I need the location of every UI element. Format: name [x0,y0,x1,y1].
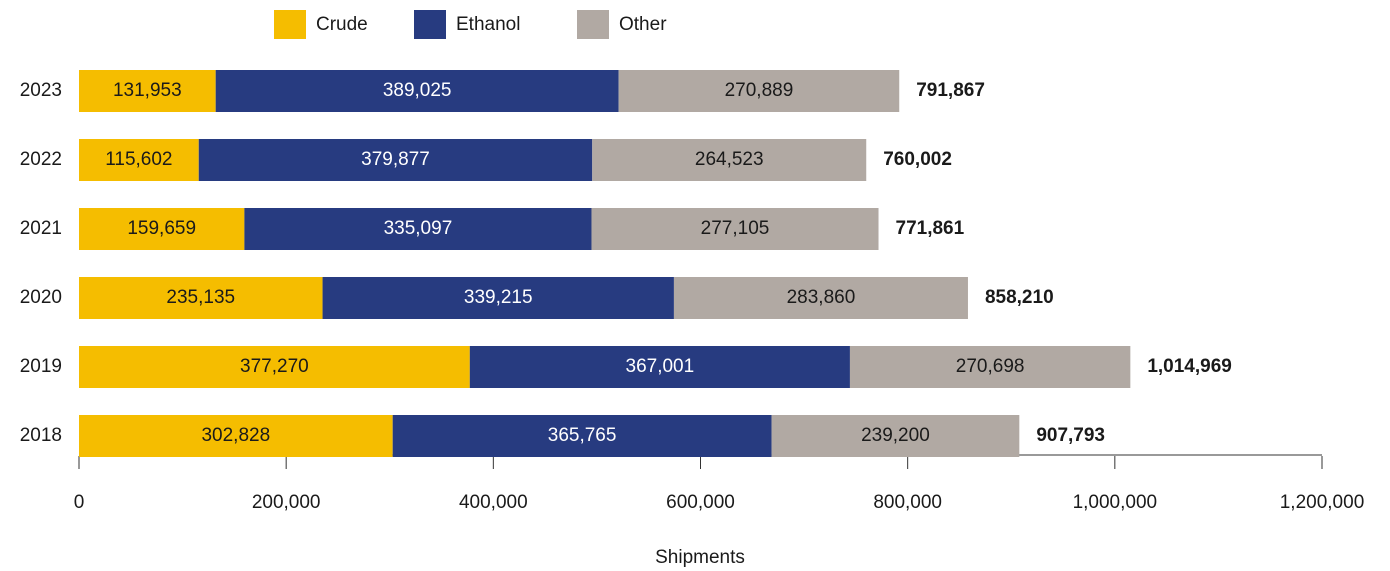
total-label: 791,867 [916,80,985,101]
x-tick-label: 600,000 [666,492,735,513]
bar-segment [79,346,470,388]
total-label: 1,014,969 [1147,356,1232,377]
bar-segment [673,277,968,319]
bar-segment [591,208,879,250]
y-tick-label: 2021 [20,218,62,239]
x-tick-label: 0 [74,492,85,513]
total-label: 858,210 [985,287,1054,308]
x-tick-label: 1,200,000 [1280,492,1365,513]
bar-segment [79,70,216,112]
legend-swatch [577,10,609,39]
bar-value-label: 389,025 [383,80,452,101]
bar-segment [618,70,900,112]
bar-segment [79,208,245,250]
y-tick-label: 2020 [20,287,62,308]
bar-segment [392,415,772,457]
bar-value-label: 335,097 [384,218,453,239]
y-tick-label: 2023 [20,80,62,101]
bar-segment [849,346,1131,388]
bar-value-label: 377,270 [240,356,309,377]
bar-value-label: 302,828 [201,425,270,446]
bar-value-label: 159,659 [127,218,196,239]
bar-segment [215,70,619,112]
total-label: 771,861 [896,218,965,239]
legend-label: Other [619,14,667,35]
legend-label: Crude [316,14,368,35]
bar-value-label: 283,860 [787,287,856,308]
x-tick-label: 200,000 [252,492,321,513]
bar-segment [771,415,1020,457]
bar-value-label: 115,602 [105,149,172,170]
bar-segment [469,346,850,388]
bar-value-label: 365,765 [548,425,617,446]
x-axis-label: Shipments [655,547,745,568]
bar-value-label: 131,953 [113,80,182,101]
y-tick-label: 2018 [20,425,62,446]
bar-value-label: 235,135 [166,287,235,308]
legend-swatch [274,10,306,39]
legend-label: Ethanol [456,14,520,35]
bar-segment [322,277,674,319]
bar-segment [592,139,867,181]
bar-value-label: 270,698 [956,356,1025,377]
legend-swatch [414,10,446,39]
bar-segment [79,139,199,181]
x-tick-label: 400,000 [459,492,528,513]
x-tick-label: 1,000,000 [1073,492,1158,513]
bar-value-label: 270,889 [725,80,794,101]
total-label: 760,002 [883,149,952,170]
bar-value-label: 264,523 [695,149,764,170]
bar-segment [244,208,592,250]
bar-value-label: 277,105 [701,218,770,239]
bar-segment [198,139,593,181]
bar-segment [79,415,393,457]
x-tick-label: 800,000 [873,492,942,513]
bar-value-label: 339,215 [464,287,533,308]
y-tick-label: 2022 [20,149,62,170]
bar-value-label: 239,200 [861,425,930,446]
y-tick-label: 2019 [20,356,62,377]
bar-segment [79,277,323,319]
total-label: 907,793 [1036,425,1105,446]
bar-value-label: 379,877 [361,149,430,170]
bar-value-label: 367,001 [626,356,695,377]
